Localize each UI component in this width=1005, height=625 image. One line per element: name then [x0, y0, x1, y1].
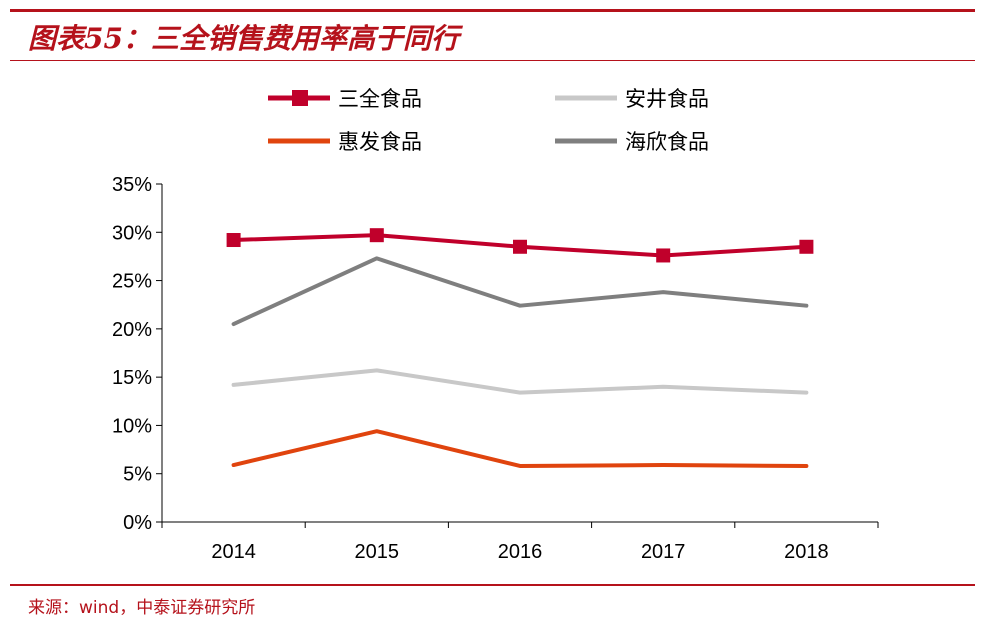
legend-label: 惠发食品 [338, 130, 422, 154]
legend-label: 三全食品 [338, 87, 422, 111]
y-tick-label: 15% [112, 367, 152, 389]
chart-series [226, 228, 814, 468]
y-tick-label: 10% [112, 415, 152, 437]
source-note: 来源：wind，中泰证券研究所 [28, 598, 256, 618]
y-tick-label: 35% [112, 174, 152, 196]
y-tick-label: 25% [112, 271, 152, 293]
data-point-marker [369, 228, 384, 243]
data-point-marker [513, 239, 527, 254]
top-rule [10, 9, 975, 12]
legend-label: 安井食品 [625, 87, 709, 111]
figure-title: 图表55：三全销售费用率高于同行 [28, 22, 459, 55]
y-tick-label: 30% [112, 222, 152, 244]
series-line [231, 256, 809, 327]
chart-axes: 0% 5% 10% 15% 20% 25% 30% 35% 2014 2015 2016 2017 20… [112, 174, 879, 563]
title-rule [10, 60, 975, 61]
data-point-marker [799, 239, 814, 254]
y-tick-label: 0% [123, 512, 152, 534]
x-tick-label: 2018 [784, 541, 829, 563]
data-point-marker [226, 233, 241, 248]
x-tick-label: 2016 [498, 541, 543, 563]
bottom-rule [10, 584, 975, 586]
data-point-marker [656, 248, 671, 263]
x-tick-label: 2017 [641, 541, 686, 563]
x-tick-label: 2014 [211, 541, 256, 563]
y-tick-label: 20% [112, 319, 152, 341]
series-line [231, 429, 809, 468]
legend-marker [292, 90, 308, 106]
y-tick-label: 5% [123, 464, 152, 486]
x-tick-label: 2015 [355, 541, 400, 563]
legend-label: 海欣食品 [625, 130, 709, 154]
series-line [231, 368, 809, 395]
